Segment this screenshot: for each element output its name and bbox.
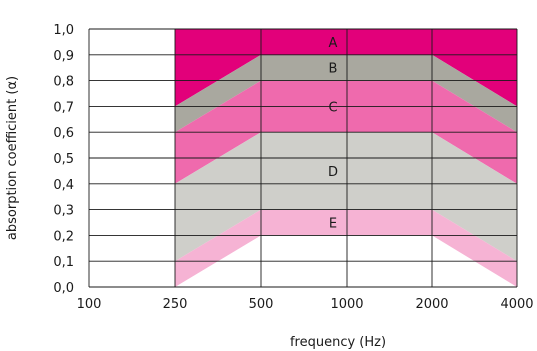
band-label-b: B <box>329 62 338 77</box>
band-label-c: C <box>328 100 337 115</box>
band-e <box>175 209 517 287</box>
grid-layer <box>88 28 518 288</box>
y-tick-label: 0,8 <box>53 75 74 90</box>
band-d <box>175 132 517 262</box>
x-tick-label: 100 <box>77 297 102 312</box>
y-tick-label: 0,1 <box>53 255 74 270</box>
y-tick-label: 0,5 <box>53 152 74 167</box>
band-labels-layer: AB C D E <box>328 36 338 232</box>
band-b <box>175 54 517 133</box>
y-axis-label: absorption coefficient (α) <box>5 76 20 240</box>
x-axis-label: frequency (Hz) <box>290 335 386 350</box>
x-tick-label: 500 <box>249 297 274 312</box>
y-tick-label: 0,3 <box>53 204 74 219</box>
band-a <box>175 29 517 107</box>
band-label-a: A <box>329 36 338 51</box>
x-tick-label: 250 <box>163 297 188 312</box>
y-tick-label: 0,6 <box>53 126 74 141</box>
band-label-d: D <box>328 165 338 180</box>
y-tick-label: 0,0 <box>53 281 74 296</box>
x-tick-label: 2000 <box>415 297 448 312</box>
y-tick-label: 1,0 <box>53 23 74 38</box>
y-tick-label: 0,2 <box>53 229 74 244</box>
x-tick-label: 1000 <box>330 297 363 312</box>
band-label-e: E <box>329 217 337 232</box>
x-ticks-layer: 100 250 500 1000 2000 4000 <box>77 297 534 312</box>
y-ticks-layer: 0,0 0,1 0,2 0,3 0,4 0,5 0,6 0,7 0,8 0,9 1,0 <box>53 23 74 296</box>
y-tick-label: 0,4 <box>53 178 74 193</box>
y-tick-label: 0,9 <box>53 49 74 64</box>
y-tick-label: 0,7 <box>53 100 74 115</box>
x-tick-label: 4000 <box>500 297 533 312</box>
